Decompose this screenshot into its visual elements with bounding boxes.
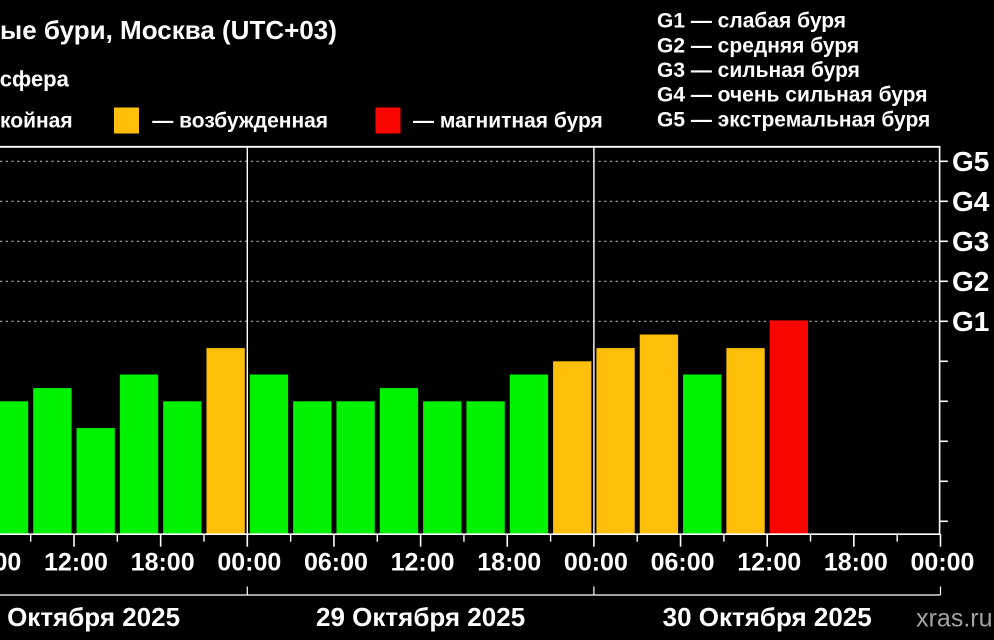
svg-text:G2: G2: [952, 266, 989, 297]
svg-text:29 Октября 2025: 29 Октября 2025: [316, 602, 525, 632]
svg-text:G3 — сильная буря: G3 — сильная буря: [657, 59, 860, 82]
svg-text:G1 — слабая буря: G1 — слабая буря: [657, 10, 846, 33]
svg-text:Магнитосфера: Магнитосфера: [0, 67, 70, 92]
svg-text:18:00: 18:00: [477, 548, 541, 576]
svg-text:12:00: 12:00: [44, 548, 108, 576]
svg-text:Магнитные бури, Москва (UTC+03: Магнитные бури, Москва (UTC+03): [0, 15, 337, 45]
svg-text:06:00: 06:00: [651, 548, 715, 576]
svg-text:30 Октября 2025: 30 Октября 2025: [663, 602, 872, 632]
svg-text:00:00: 00:00: [911, 548, 975, 576]
svg-text:12:00: 12:00: [391, 548, 455, 576]
svg-text:G5 — экстремальная буря: G5 — экстремальная буря: [657, 108, 930, 131]
svg-text:— магнитная буря: — магнитная буря: [413, 110, 603, 133]
svg-text:G4: G4: [952, 186, 990, 217]
svg-text:G2 — средняя буря: G2 — средняя буря: [657, 34, 859, 57]
svg-text:— спокойная: — спокойная: [0, 110, 73, 133]
svg-text:06:00: 06:00: [0, 548, 21, 576]
svg-text:18:00: 18:00: [131, 548, 195, 576]
svg-text:G5: G5: [952, 146, 989, 177]
svg-text:06:00: 06:00: [304, 548, 368, 576]
svg-text:28 Октября 2025: 28 Октября 2025: [0, 602, 180, 632]
svg-text:00:00: 00:00: [564, 548, 628, 576]
svg-text:xras.ru: xras.ru: [916, 604, 992, 632]
svg-text:— возбужденная: — возбужденная: [152, 110, 328, 133]
svg-text:G4 — очень сильная буря: G4 — очень сильная буря: [657, 84, 927, 107]
svg-text:G1: G1: [952, 306, 989, 337]
svg-text:G3: G3: [952, 226, 989, 257]
svg-text:18:00: 18:00: [824, 548, 888, 576]
svg-text:00:00: 00:00: [217, 548, 281, 576]
svg-text:12:00: 12:00: [737, 548, 801, 576]
